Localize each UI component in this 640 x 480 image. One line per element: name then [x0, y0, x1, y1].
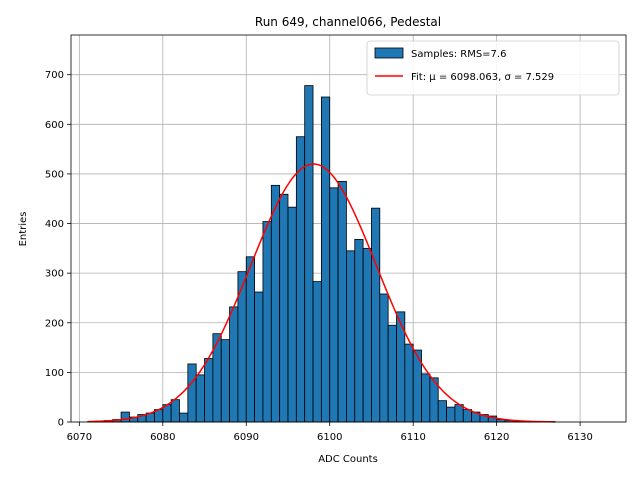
histogram-bar [337, 180, 347, 423]
y-tick-label: 300 [45, 269, 64, 280]
histogram-bar [320, 96, 331, 423]
histogram-bar [170, 399, 180, 423]
x-tick-label: 6110 [400, 432, 425, 443]
histogram-bar [204, 358, 214, 423]
histogram-bar [229, 306, 239, 423]
legend-fit-label: Fit: μ = 6098.063, σ = 7.529 [411, 72, 554, 83]
histogram-bar [354, 239, 364, 423]
histogram-bar [254, 291, 264, 423]
histogram-bar [362, 247, 372, 423]
y-tick-label: 0 [58, 418, 64, 429]
plot-frame [70, 34, 627, 423]
histogram-bar [187, 363, 197, 423]
histogram-bar [371, 207, 381, 423]
y-axis-label: Entries [18, 212, 29, 247]
legend-histogram-swatch [374, 47, 404, 59]
x-tick-label: 6070 [67, 432, 92, 443]
histogram-bar [245, 256, 256, 423]
histogram-bar [346, 250, 356, 423]
histogram-bar [295, 136, 306, 423]
chart-title: Run 649, channel066, Pedestal [255, 15, 441, 29]
x-axis-label: ADC Counts [318, 454, 378, 465]
legend-histogram-label: Samples: RMS=7.6 [411, 49, 506, 60]
x-tick-label: 6130 [567, 432, 592, 443]
histogram-bar [279, 193, 289, 423]
histogram-bar [262, 221, 272, 423]
y-tick-label: 100 [45, 368, 64, 379]
histogram-bar [304, 85, 314, 423]
x-tick-label: 6090 [234, 432, 259, 443]
y-tick-label: 400 [45, 219, 64, 230]
histogram-bar [454, 404, 464, 423]
x-tick-label: 6080 [150, 432, 175, 443]
gaussian-fit-curve [87, 163, 556, 423]
histogram-bar [195, 374, 205, 423]
y-tick-label: 700 [45, 70, 64, 81]
histogram-bar [404, 343, 414, 423]
histogram-bar [379, 293, 389, 423]
y-tick-label: 200 [45, 318, 64, 329]
y-tick-label: 600 [45, 120, 64, 131]
histogram-bar [287, 206, 297, 423]
histogram-bar [270, 184, 281, 423]
x-tick-label: 6120 [484, 432, 509, 443]
histogram-bar [312, 281, 322, 423]
histogram-bar [179, 412, 189, 423]
y-axis-ticks: 0 100 200 300 400 500 600 700 [45, 70, 71, 429]
histogram-bar [421, 373, 431, 423]
histogram-bar [329, 187, 339, 423]
y-tick-label: 500 [45, 169, 64, 180]
histogram-bar [437, 400, 447, 423]
histogram-bar [446, 406, 456, 423]
x-axis-ticks: 6070 6080 6090 6100 6110 6120 6130 [67, 422, 593, 443]
histogram-bar [220, 339, 230, 423]
legend: Samples: RMS=7.6 Fit: μ = 6098.063, σ = … [366, 40, 620, 96]
legend-box [366, 40, 620, 96]
histogram-bar [462, 409, 473, 423]
histogram-bar [120, 411, 130, 423]
x-tick-label: 6100 [317, 432, 342, 443]
histogram-bar [387, 324, 397, 423]
